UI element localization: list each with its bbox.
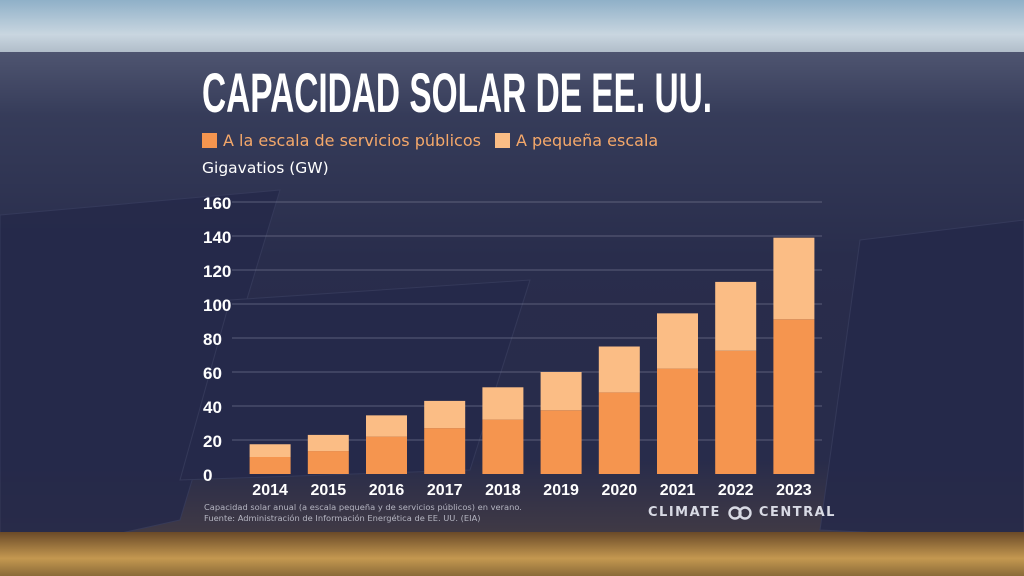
bar-small-2018: [482, 387, 524, 420]
bar-utility-2016: [366, 436, 407, 474]
logo-text-left: CLIMATE: [648, 505, 721, 520]
bar-small-2021: [657, 313, 698, 369]
bar-small-2016: [366, 415, 407, 437]
legend-item-small: A pequeña escala: [494, 131, 659, 150]
bar-utility-2020: [598, 392, 640, 474]
logo-text-right: CENTRAL: [758, 505, 836, 520]
legend: A la escala de servicios públicos A pequ…: [202, 131, 658, 150]
y-tick-label: 100: [203, 296, 231, 315]
climate-central-logo: CLIMATE CENTRAL: [648, 505, 836, 520]
bar-small-2014: [249, 444, 291, 457]
footer-source: Fuente: Administración de Información En…: [204, 513, 481, 523]
x-tick-label: 2023: [776, 482, 812, 499]
bar-small-2019: [540, 372, 582, 411]
y-tick-label: 120: [203, 262, 231, 281]
legend-label-small: A pequeña escala: [515, 131, 659, 150]
legend-item-utility: A la escala de servicios públicos: [202, 131, 481, 150]
bar-utility-2019: [540, 410, 582, 474]
bar-small-2017: [424, 400, 466, 429]
logo-rings-icon: [728, 505, 752, 520]
legend-label-utility: A la escala de servicios públicos: [223, 131, 481, 150]
y-tick-label: 40: [203, 398, 222, 417]
bar-small-2023: [773, 237, 815, 320]
x-tick-label: 2017: [427, 482, 463, 499]
x-tick-label: 2019: [543, 482, 579, 499]
bar-utility-2015: [307, 451, 349, 474]
y-tick-label: 0: [203, 466, 212, 485]
x-tick-label: 2021: [660, 482, 696, 499]
field-background: [0, 532, 1024, 576]
x-tick-label: 2014: [252, 482, 288, 499]
bar-small-2022: [715, 281, 757, 351]
x-tick-label: 2015: [311, 482, 347, 499]
bar-small-2015: [307, 434, 349, 452]
x-tick-label: 2018: [485, 482, 521, 499]
y-tick-label: 60: [203, 364, 222, 383]
y-axis-label: Gigavatios (GW): [202, 159, 329, 177]
bar-small-2020: [598, 346, 640, 393]
y-tick-label: 20: [203, 432, 222, 451]
bar-utility-2018: [482, 419, 524, 474]
x-tick-label: 2016: [369, 482, 405, 499]
bar-utility-2017: [424, 428, 466, 474]
bar-utility-2014: [249, 457, 291, 474]
x-tick-label: 2022: [718, 482, 754, 499]
footer: Capacidad solar anual (a escala pequeña …: [204, 502, 522, 524]
y-tick-label: 80: [203, 330, 222, 349]
chart-title-text: CAPACIDAD SOLAR DE EE. UU.: [202, 61, 712, 120]
x-tick-label: 2020: [602, 482, 638, 499]
bar-utility-2023: [773, 319, 815, 474]
y-tick-label: 160: [203, 194, 231, 213]
footer-note: Capacidad solar anual (a escala pequeña …: [204, 502, 522, 512]
bar-utility-2022: [715, 350, 757, 474]
legend-swatch-small: [494, 133, 510, 148]
bar-utility-2021: [657, 368, 698, 474]
y-tick-label: 140: [203, 228, 231, 247]
chart-title: CAPACIDAD SOLAR DE EE. UU.: [202, 61, 712, 120]
legend-swatch-utility: [202, 133, 217, 148]
